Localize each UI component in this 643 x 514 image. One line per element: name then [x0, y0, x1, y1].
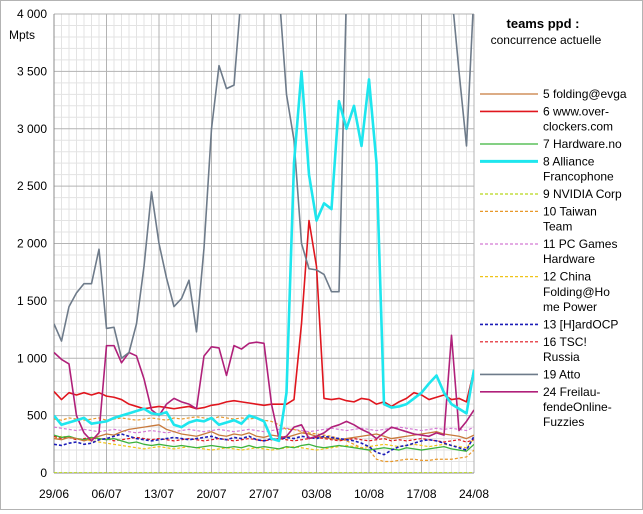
x-tick-label: 27/07: [249, 487, 279, 501]
y-tick-label: 3 000: [17, 122, 47, 136]
series-lines: [54, 14, 474, 473]
series-line-11: [54, 334, 474, 442]
series-line-5: [54, 416, 474, 463]
y-tick-label: 500: [27, 409, 47, 423]
legend-entry: 5 folding@evga: [543, 87, 627, 101]
legend-entry: 13 [H]ardOCP: [543, 317, 618, 331]
x-tick-label: 20/07: [196, 487, 226, 501]
legend-subtitle: concurrence actuelle: [491, 33, 602, 47]
y-tick-label: 1 500: [17, 294, 47, 308]
y-tick-label: 3 500: [17, 64, 47, 78]
legend-entry: 8 Alliance Francophone: [543, 154, 614, 183]
x-tick-label: 17/08: [406, 487, 436, 501]
legend-entry: 6 www.over-clockers.com: [543, 104, 613, 133]
legend-entry: 12 China Folding@Ho me Power: [543, 270, 610, 314]
x-tick-label: 10/08: [354, 487, 384, 501]
y-axis-unit-label: Mpts: [9, 28, 35, 42]
series-line-0: [54, 424, 474, 442]
y-tick-label: 1 000: [17, 351, 47, 365]
legend-entry: 19 Atto: [543, 367, 581, 381]
legend-title: teams ppd :: [507, 16, 580, 31]
series-line-2: [54, 434, 474, 452]
y-tick-label: 2 500: [17, 179, 47, 193]
series-line-7: [54, 435, 474, 451]
series-line-1: [54, 219, 474, 410]
legend: 5 folding@evga 6 www.over-clockers.com 7 H…: [480, 87, 627, 429]
legend-entry: 7 Hardware.no: [543, 137, 622, 151]
y-tick-label: 2 000: [17, 237, 47, 251]
x-tick-label: 13/07: [144, 487, 174, 501]
y-tick-label: 0: [40, 466, 47, 480]
series-line-9: [54, 435, 474, 443]
legend-entry: 11 PC Games Hardware: [543, 237, 617, 266]
legend-entry: 9 NVIDIA Corp: [543, 187, 622, 201]
series-line-10: [54, 14, 474, 360]
x-tick-label: 03/08: [301, 487, 331, 501]
legend-entry: 10 Taiwan Team: [543, 204, 597, 233]
x-tick-label: 29/06: [39, 487, 69, 501]
series-line-3: [54, 70, 474, 443]
x-tick-label: 06/07: [91, 487, 121, 501]
series-line-8: [54, 433, 474, 456]
x-tick-labels: 29/06 06/07 13/07 20/07 27/07 03/08 10/08 17/08…: [39, 487, 489, 501]
y-tick-label: 4 000: [17, 7, 47, 21]
legend-entry: 24 Freilau-fendeOnline-Fuzzies: [543, 385, 612, 429]
y-tick-labels: 0 500 1 000 1 500 2 000 2 500 3 000 3 500 4 000: [17, 7, 47, 480]
x-tick-label: 24/08: [459, 487, 489, 501]
legend-entry: 16 TSC! Russia: [543, 335, 587, 364]
